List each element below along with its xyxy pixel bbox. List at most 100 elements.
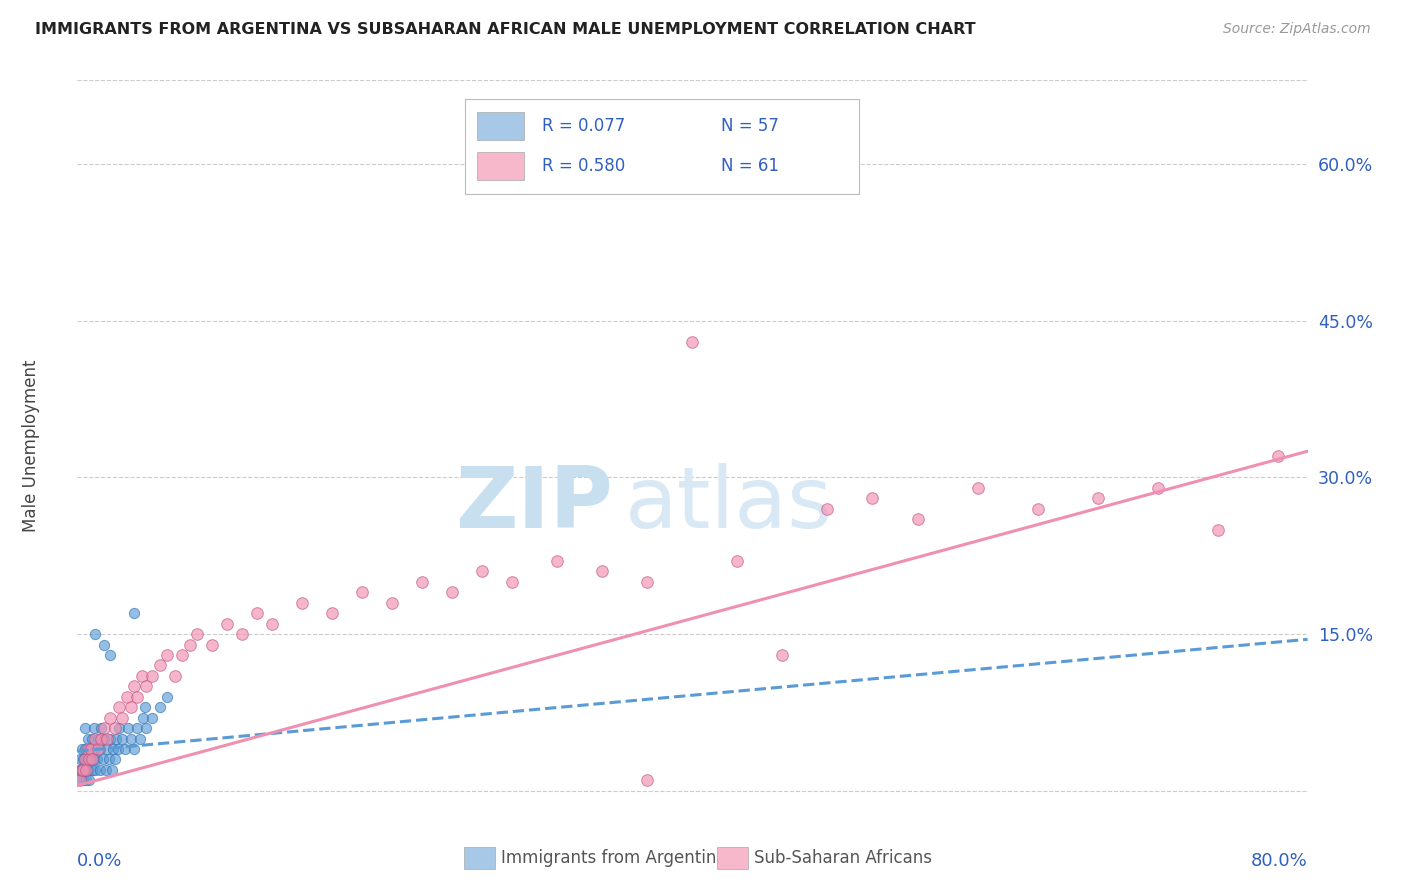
Point bbox=[67, 763, 90, 777]
Point bbox=[72, 752, 94, 766]
Point bbox=[682, 334, 704, 349]
Point bbox=[79, 752, 101, 766]
Point bbox=[84, 627, 107, 641]
FancyBboxPatch shape bbox=[477, 112, 524, 140]
Point bbox=[114, 742, 136, 756]
Point bbox=[72, 773, 94, 788]
Point bbox=[132, 711, 155, 725]
FancyBboxPatch shape bbox=[477, 153, 524, 180]
Point bbox=[129, 731, 152, 746]
Point bbox=[117, 721, 139, 735]
Point bbox=[69, 773, 91, 788]
Point bbox=[1312, 157, 1334, 171]
Point bbox=[98, 711, 121, 725]
Point bbox=[93, 638, 115, 652]
Point bbox=[441, 585, 464, 599]
Point bbox=[124, 679, 146, 693]
Point bbox=[131, 669, 153, 683]
Point bbox=[501, 574, 523, 589]
Point bbox=[96, 731, 118, 746]
Point bbox=[82, 763, 104, 777]
Point bbox=[105, 731, 128, 746]
Point bbox=[72, 763, 94, 777]
Point bbox=[201, 638, 224, 652]
Point bbox=[90, 721, 112, 735]
Text: Male Unemployment: Male Unemployment bbox=[21, 359, 39, 533]
Point bbox=[73, 752, 96, 766]
Point bbox=[907, 512, 929, 526]
Point bbox=[93, 721, 115, 735]
Point bbox=[120, 731, 142, 746]
Point bbox=[120, 700, 142, 714]
Point bbox=[115, 690, 138, 704]
Point bbox=[291, 596, 314, 610]
Point bbox=[149, 658, 172, 673]
Point bbox=[862, 491, 884, 506]
Point bbox=[135, 679, 157, 693]
Text: N = 57: N = 57 bbox=[721, 117, 779, 135]
Text: 80.0%: 80.0% bbox=[1251, 852, 1308, 870]
Point bbox=[1146, 481, 1168, 495]
Point bbox=[101, 763, 124, 777]
Point bbox=[97, 752, 120, 766]
Point bbox=[186, 627, 208, 641]
Point bbox=[69, 773, 91, 788]
Point bbox=[79, 773, 101, 788]
Point bbox=[75, 763, 97, 777]
Text: R = 0.580: R = 0.580 bbox=[543, 157, 626, 175]
Point bbox=[76, 731, 98, 746]
Point bbox=[89, 742, 111, 756]
Point bbox=[103, 742, 125, 756]
Point bbox=[91, 752, 114, 766]
Point bbox=[471, 565, 494, 579]
Point bbox=[135, 721, 157, 735]
Point bbox=[1087, 491, 1109, 506]
Point bbox=[87, 742, 110, 756]
FancyBboxPatch shape bbox=[465, 99, 859, 194]
Text: Source: ZipAtlas.com: Source: ZipAtlas.com bbox=[1223, 22, 1371, 37]
Point bbox=[352, 585, 374, 599]
Point bbox=[93, 731, 115, 746]
Point bbox=[246, 606, 269, 620]
Point bbox=[179, 638, 201, 652]
Text: Sub-Saharan Africans: Sub-Saharan Africans bbox=[754, 849, 932, 867]
Point bbox=[70, 742, 93, 756]
Point bbox=[381, 596, 404, 610]
Point bbox=[75, 752, 97, 766]
Point bbox=[86, 752, 108, 766]
Point bbox=[87, 731, 110, 746]
Point bbox=[134, 700, 156, 714]
Point bbox=[96, 742, 118, 756]
Point bbox=[79, 742, 101, 756]
Point bbox=[156, 690, 179, 704]
Point bbox=[82, 752, 104, 766]
Point bbox=[217, 616, 239, 631]
Point bbox=[1026, 501, 1049, 516]
Point bbox=[172, 648, 194, 662]
Point bbox=[127, 721, 149, 735]
Text: 0.0%: 0.0% bbox=[77, 852, 122, 870]
Point bbox=[636, 574, 658, 589]
Point bbox=[70, 763, 93, 777]
Text: IMMIGRANTS FROM ARGENTINA VS SUBSAHARAN AFRICAN MALE UNEMPLOYMENT CORRELATION CH: IMMIGRANTS FROM ARGENTINA VS SUBSAHARAN … bbox=[35, 22, 976, 37]
Point bbox=[108, 721, 131, 735]
Point bbox=[1267, 450, 1289, 464]
Point bbox=[262, 616, 284, 631]
Point bbox=[966, 481, 988, 495]
Point bbox=[83, 752, 105, 766]
Point bbox=[84, 731, 107, 746]
Point bbox=[141, 669, 163, 683]
Point bbox=[80, 742, 103, 756]
Point bbox=[90, 731, 112, 746]
Point bbox=[163, 669, 186, 683]
Point bbox=[83, 721, 105, 735]
Point bbox=[727, 554, 749, 568]
Point bbox=[321, 606, 343, 620]
Point bbox=[89, 763, 111, 777]
Point bbox=[82, 731, 104, 746]
Point bbox=[98, 648, 121, 662]
Point bbox=[124, 606, 146, 620]
Point bbox=[108, 700, 131, 714]
Text: N = 61: N = 61 bbox=[721, 157, 779, 175]
Point bbox=[156, 648, 179, 662]
